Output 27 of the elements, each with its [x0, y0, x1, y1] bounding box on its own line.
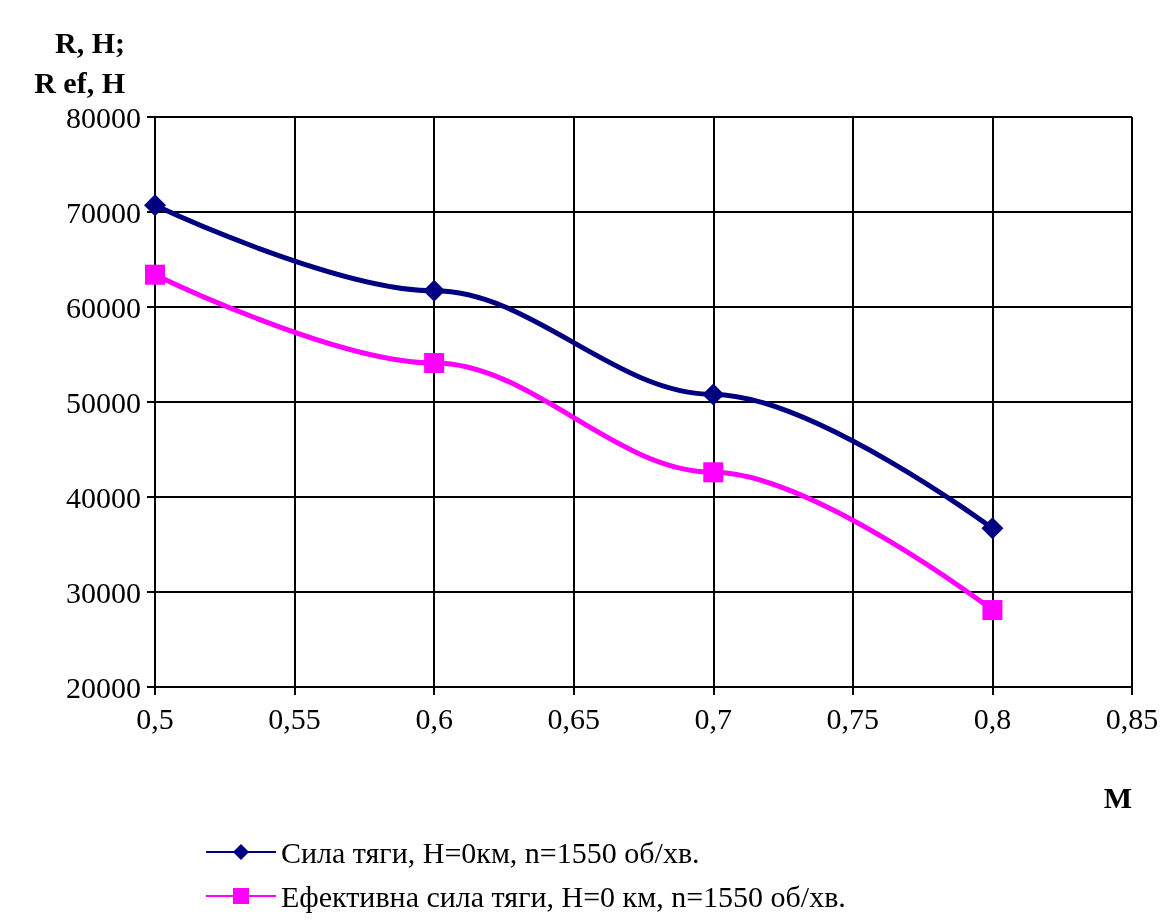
point: [703, 462, 724, 483]
point: [982, 600, 1003, 621]
x-tick-label: 0,8: [973, 701, 1012, 735]
legend-label: Ефективна сила тяги, H=0 км, n=1550 об/хв.: [281, 879, 846, 913]
y-tick-label: 20000: [66, 670, 141, 704]
point: [144, 194, 166, 217]
point: [423, 279, 446, 302]
legend-label: Сила тяги, H=0км, n=1550 об/хв.: [281, 835, 700, 869]
x-tick-label: 0,5: [136, 701, 174, 735]
x-tick-label: 0,65: [547, 701, 600, 735]
point: [702, 383, 725, 406]
y-tick-label: 60000: [66, 290, 141, 324]
y-tick-label: 40000: [66, 480, 141, 514]
x-axis-title: M: [1103, 780, 1132, 814]
y-tick-label: 80000: [66, 100, 141, 134]
y-tick-label: 30000: [66, 575, 141, 609]
y-tick-label: 50000: [66, 385, 141, 419]
point: [145, 264, 165, 285]
x-tick-label: 0,7: [694, 701, 733, 735]
x-tick-label: 0,6: [415, 701, 453, 735]
point: [981, 517, 1004, 540]
x-tick-label: 0,75: [826, 701, 880, 735]
y-tick-label: 70000: [66, 195, 141, 229]
point: [424, 353, 445, 374]
x-tick-label: 0,85: [1105, 701, 1159, 735]
x-tick-label: 0,55: [268, 701, 321, 735]
y-axis-title: R, H; R ef, H: [34, 25, 125, 99]
